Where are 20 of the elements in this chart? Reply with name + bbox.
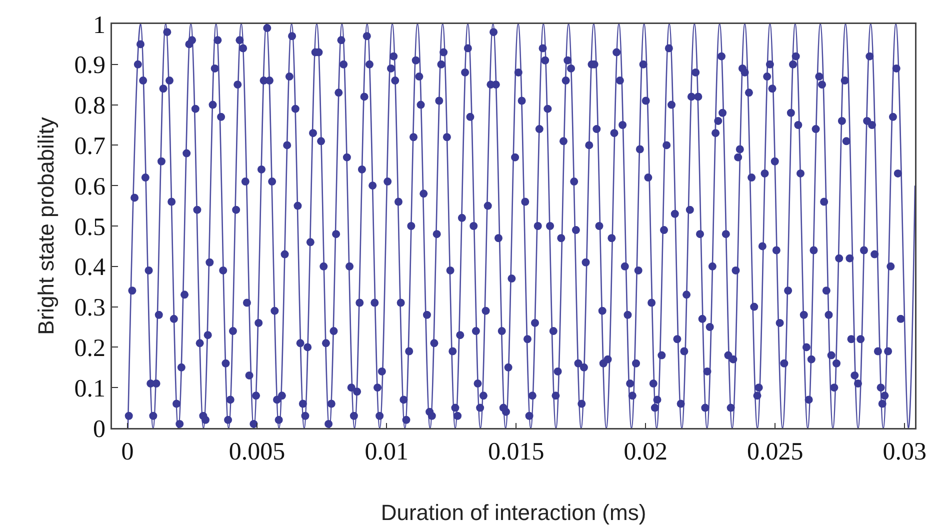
y-tick-label: 0.4 [74,254,106,282]
x-tick-label: 0.005 [228,438,286,466]
x-tick-label: 0.025 [746,438,804,466]
x-tick-label: 0.015 [488,438,544,466]
y-tick-label: 0.9 [74,52,106,80]
y-tick-label: 1 [93,12,106,39]
y-tick-label: 0.2 [74,334,106,362]
y-tick-label: 0.5 [74,214,106,241]
y-tick-label: 0.1 [74,375,106,402]
y-tick-label: 0.7 [74,132,106,160]
x-tick-label: 0 [121,438,134,466]
y-axis-title: Bright state probability [33,117,58,335]
y-tick-label: 0.6 [74,173,106,200]
x-tick-label: 0.03 [882,438,927,466]
x-axis-title: Duration of interaction (ms) [380,500,646,526]
y-tick-label: 0.8 [74,92,106,120]
x-tick-label: 0.01 [364,438,408,466]
y-tick-label: 0 [93,416,106,443]
y-tick-label: 0.3 [74,294,106,322]
x-tick-label: 0.02 [624,438,668,466]
